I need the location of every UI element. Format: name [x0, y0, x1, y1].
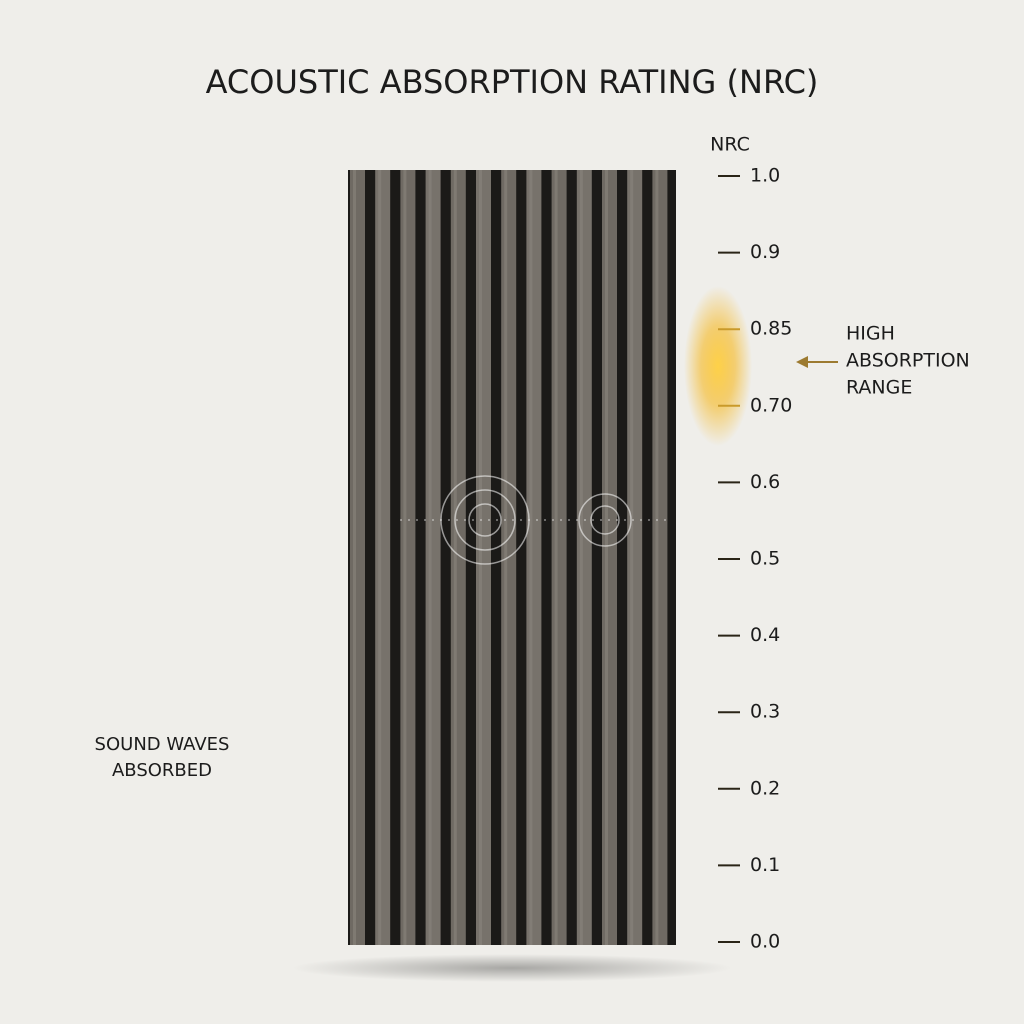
callout-line: HIGH: [846, 323, 895, 345]
ripple: [468, 503, 502, 537]
tick-label: 0.85: [750, 318, 792, 340]
slat: [576, 170, 592, 945]
tick-label: 0.9: [750, 241, 780, 263]
panel-shadow: [292, 954, 732, 982]
slat: [526, 170, 542, 945]
slat-highlight: [655, 170, 659, 945]
slat-highlight: [479, 170, 482, 945]
title: ACOUSTIC ABSORPTION RATING (NRC): [206, 63, 819, 101]
tick-label: 0.1: [750, 854, 780, 876]
slat: [627, 170, 643, 945]
slat-highlight: [554, 170, 558, 945]
caption: SOUND WAVES ABSORBED: [95, 734, 230, 781]
tick-label: 0.4: [750, 624, 780, 646]
slat: [350, 170, 365, 945]
callout-arrowhead: [796, 356, 808, 368]
slat-highlight: [504, 170, 508, 945]
tick-label: 0.5: [750, 548, 780, 570]
slat-highlight: [605, 170, 608, 945]
callout-line: RANGE: [846, 377, 912, 399]
caption-line: SOUND WAVES: [95, 734, 230, 755]
slat-highlight: [579, 170, 583, 945]
slat-highlight: [453, 170, 457, 945]
caption-line: ABSORBED: [112, 760, 212, 781]
acoustic-panel: [348, 170, 676, 945]
callout-line: ABSORPTION: [846, 350, 970, 372]
scale-label: NRC: [710, 134, 750, 156]
ripple: [578, 493, 632, 547]
slat-highlight: [378, 170, 382, 945]
slat: [476, 170, 491, 945]
slat-highlight: [529, 170, 533, 945]
sound-waves: [1, 350, 670, 690]
ripple: [590, 505, 620, 535]
ripple: [454, 489, 516, 551]
slat: [425, 170, 441, 945]
tick-label: 0.6: [750, 471, 780, 493]
tick-label: 0.2: [750, 777, 780, 799]
slat: [400, 170, 416, 945]
slat: [652, 170, 668, 945]
slat: [602, 170, 617, 945]
slat-highlight: [403, 170, 407, 945]
slat: [450, 170, 466, 945]
slat: [551, 170, 567, 945]
slat: [375, 170, 391, 945]
scale-ticks: 1.0 0.9 0.85 0.70 0.6 0.5 0.4 0.3 0.2 0.1 0.0: [718, 165, 792, 953]
tick-label: 0.70: [750, 394, 792, 416]
slat-highlight: [630, 170, 634, 945]
tick-label: 0.3: [750, 701, 780, 723]
tick-label: 1.0: [750, 165, 780, 187]
callout: HIGH ABSORPTION RANGE: [846, 323, 970, 399]
slat-highlight: [428, 170, 432, 945]
tick-label: 0.0: [750, 931, 780, 953]
slat-highlight: [353, 170, 356, 945]
